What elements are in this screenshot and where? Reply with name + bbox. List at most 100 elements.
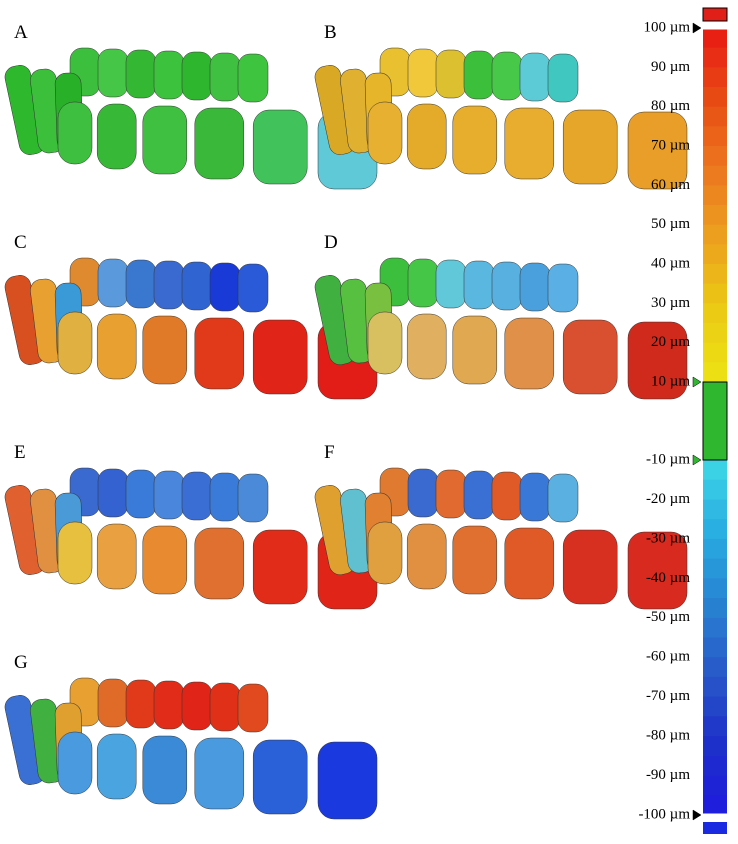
scale-band <box>703 716 727 737</box>
tooth <box>406 523 447 590</box>
tooth <box>96 733 137 800</box>
tooth <box>57 521 93 585</box>
tooth <box>194 737 245 810</box>
scale-band <box>703 303 727 324</box>
tooth <box>125 259 157 309</box>
tooth <box>237 473 269 523</box>
tooth <box>406 103 447 170</box>
scale-band <box>703 205 727 226</box>
tooth <box>237 53 269 103</box>
tooth <box>407 48 439 98</box>
tooth <box>452 105 498 175</box>
tooth <box>627 531 688 610</box>
scale-band <box>703 28 727 49</box>
tooth <box>153 50 185 100</box>
tooth <box>237 263 269 313</box>
tooth <box>252 109 308 185</box>
scale-label: -30 µm <box>646 530 690 546</box>
scale-band <box>703 87 727 108</box>
tooth <box>153 470 185 520</box>
tooth <box>562 319 618 395</box>
tooth <box>125 49 157 99</box>
tooth <box>491 471 523 521</box>
scale-band <box>703 146 727 167</box>
tooth <box>367 101 403 165</box>
scale-band <box>703 775 727 796</box>
tooth <box>96 523 137 590</box>
tooth <box>97 48 129 98</box>
scale-label: 20 µm <box>651 334 690 350</box>
tooth <box>317 741 378 820</box>
scale-band <box>702 7 728 22</box>
scale-label: -70 µm <box>646 688 690 704</box>
tooth <box>406 313 447 380</box>
scale-label: -90 µm <box>646 767 690 783</box>
tooth <box>209 52 241 102</box>
scale-band <box>703 185 727 206</box>
tooth <box>194 527 245 600</box>
scale-band <box>703 283 727 304</box>
scale-band <box>703 126 727 147</box>
tooth <box>142 735 188 805</box>
tooth <box>547 473 579 523</box>
scale-band <box>703 323 727 344</box>
scale-label: -80 µm <box>646 728 690 744</box>
scale-band <box>703 67 727 88</box>
scale-label: 40 µm <box>651 255 690 271</box>
scale-label: -10 µm <box>646 451 690 467</box>
scale-label: 50 µm <box>651 216 690 232</box>
scale-band <box>703 479 727 500</box>
scale-marker <box>692 376 702 388</box>
tooth <box>252 529 308 605</box>
scale-label: -60 µm <box>646 649 690 665</box>
panel: D <box>314 232 688 400</box>
scale-label: 30 µm <box>651 295 690 311</box>
tooth <box>504 107 555 180</box>
tooth <box>237 683 269 733</box>
tooth <box>504 317 555 390</box>
tooth <box>491 51 523 101</box>
scale-band <box>703 755 727 777</box>
scale-band <box>703 637 727 658</box>
tooth <box>181 471 213 521</box>
tooth <box>452 315 498 385</box>
scale-band <box>703 499 727 520</box>
scale-band <box>703 558 727 579</box>
panel-label: D <box>324 232 338 253</box>
tooth <box>209 472 241 522</box>
panel-label: G <box>14 652 28 673</box>
tooth <box>194 317 245 390</box>
tooth <box>209 682 241 732</box>
tooth <box>435 49 467 99</box>
scale-label: 100 µm <box>643 19 690 35</box>
scale-band <box>702 381 728 461</box>
tooth <box>435 469 467 519</box>
tooth <box>627 321 688 400</box>
tooth <box>519 52 551 102</box>
panel-label: F <box>324 442 335 463</box>
tooth <box>57 101 93 165</box>
tooth <box>97 468 129 518</box>
tooth <box>97 678 129 728</box>
tooth <box>57 311 93 375</box>
scale-band <box>703 342 727 363</box>
scale-label: 60 µm <box>651 177 690 193</box>
tooth <box>142 315 188 385</box>
scale-band <box>703 47 727 68</box>
tooth <box>252 319 308 395</box>
tooth <box>96 313 137 380</box>
panel-label: E <box>14 442 26 463</box>
tooth <box>407 468 439 518</box>
tooth <box>153 680 185 730</box>
panel: F <box>314 442 688 610</box>
scale-band <box>703 676 727 698</box>
tooth <box>125 469 157 519</box>
scale-band <box>703 736 727 757</box>
scale-label: -40 µm <box>646 570 690 586</box>
tooth <box>491 261 523 311</box>
scale-label: 80 µm <box>651 98 690 114</box>
scale-band <box>703 362 727 383</box>
tooth <box>181 51 213 101</box>
scale-marker <box>692 454 702 466</box>
scale-band <box>703 696 727 717</box>
